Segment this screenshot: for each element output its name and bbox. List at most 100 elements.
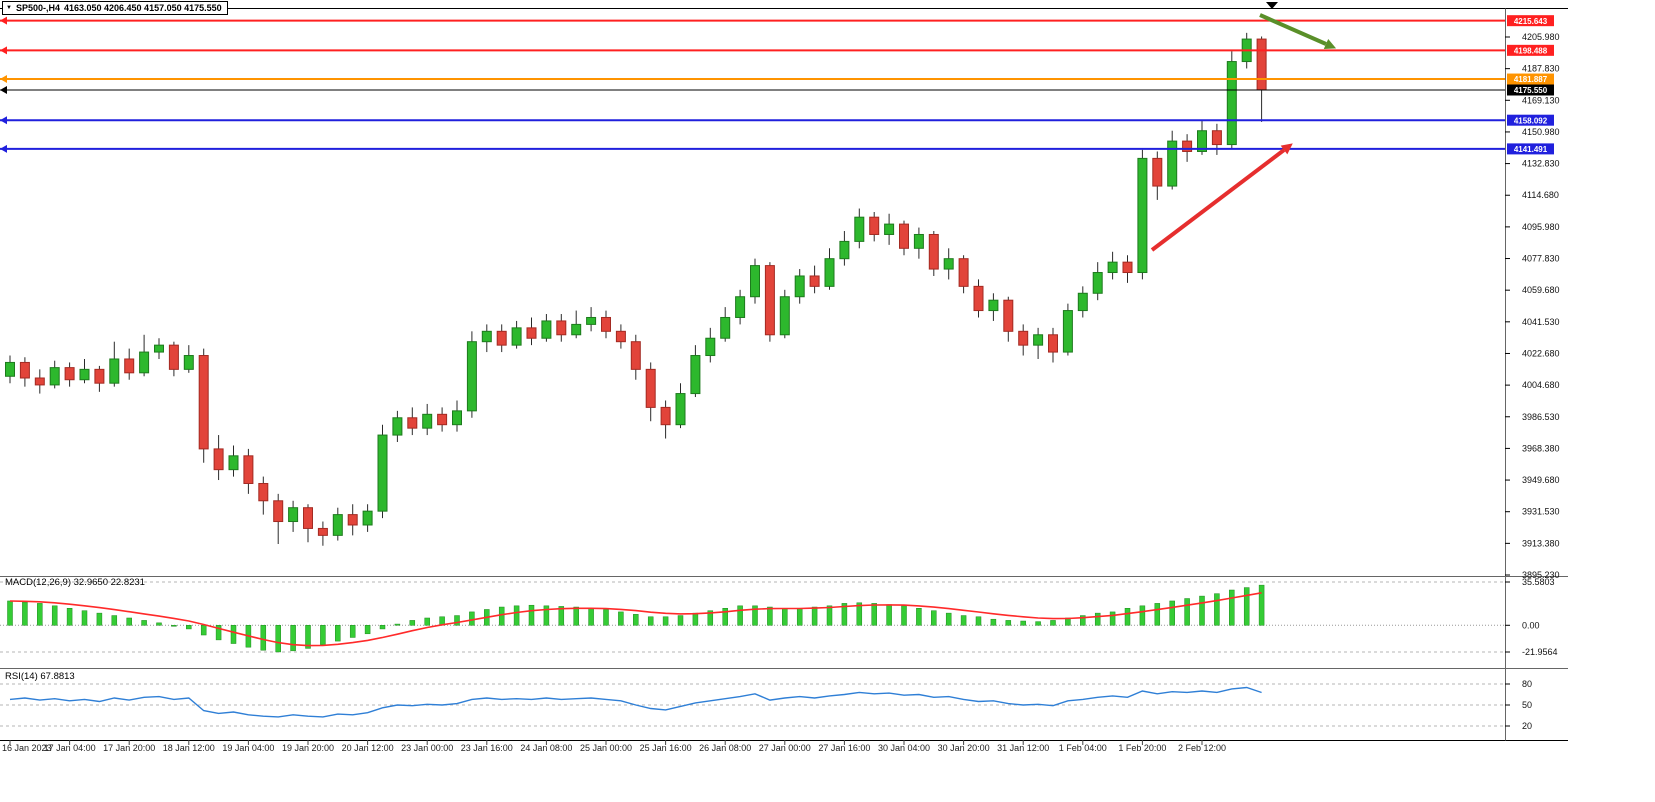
bear-candle xyxy=(1003,299,1014,332)
rsi-axis-label: 20 xyxy=(1522,721,1532,731)
time-axis-label: 30 Jan 04:00 xyxy=(878,743,930,753)
resistance-arrow[interactable] xyxy=(1259,13,1327,46)
price-tag-label: 4175.550 xyxy=(1514,86,1548,95)
price-tag[interactable] xyxy=(1507,73,1554,85)
time-axis-label: 30 Jan 20:00 xyxy=(938,743,990,753)
time-axis-label: 17 Jan 20:00 xyxy=(103,743,155,753)
price-tag[interactable] xyxy=(1507,143,1554,155)
price-tag[interactable] xyxy=(1507,15,1554,27)
bull-candle xyxy=(5,361,15,377)
bear-candle xyxy=(660,406,671,426)
bear-candle xyxy=(973,285,984,312)
macd-histogram-bar xyxy=(901,605,907,626)
top-marker[interactable] xyxy=(1266,2,1278,9)
bull-candle xyxy=(720,316,731,339)
macd-histogram-bar xyxy=(931,610,937,626)
bull-candle xyxy=(854,216,865,242)
bull-candle xyxy=(1033,334,1044,346)
macd-histogram-bar xyxy=(349,625,356,638)
bear-candle xyxy=(213,448,224,471)
macd-histogram-bar xyxy=(752,605,758,626)
bull-candle xyxy=(154,344,164,353)
price-tag[interactable] xyxy=(1507,84,1554,96)
bull-candle xyxy=(1092,272,1103,294)
bull-candle xyxy=(705,337,716,357)
time-axis-label: 1 Feb 04:00 xyxy=(1059,743,1107,753)
bear-candle xyxy=(526,327,537,339)
macd-histogram-bar xyxy=(945,612,952,626)
bull-candle xyxy=(79,368,90,381)
macd-histogram-bar xyxy=(230,625,237,644)
price-axis-label: 4077.830 xyxy=(1522,254,1560,264)
macd-histogram-bar xyxy=(1020,620,1026,626)
macd-axis-label: -21.9564 xyxy=(1522,647,1558,657)
macd-histogram-bar xyxy=(364,625,371,635)
macd-histogram-bar xyxy=(171,625,177,627)
chart-title-ohlc: 4163.050 4206.450 4157.050 4175.550 xyxy=(63,3,222,13)
symbol-dropdown-icon[interactable]: ▼ xyxy=(6,5,12,11)
bull-candle xyxy=(943,258,954,270)
bull-candle xyxy=(1077,292,1088,312)
bear-candle xyxy=(764,265,775,336)
macd-histogram-bar xyxy=(737,605,743,626)
price-tag[interactable] xyxy=(1507,44,1554,56)
price-tag-label: 4141.491 xyxy=(1514,145,1548,154)
macd-histogram-bar xyxy=(215,625,222,641)
bull-candle xyxy=(377,434,388,512)
bear-candle xyxy=(1018,330,1029,346)
bear-candle xyxy=(243,455,254,484)
resistance-arrow-head xyxy=(1323,38,1337,50)
bear-candle xyxy=(645,368,656,408)
bear-candle xyxy=(19,361,30,379)
macd-histogram-bar xyxy=(513,605,520,626)
time-axis-label: 20 Jan 12:00 xyxy=(342,743,394,753)
macd-histogram-bar xyxy=(141,620,147,626)
macd-histogram-bar xyxy=(1169,600,1175,626)
macd-histogram-bar xyxy=(469,611,475,626)
macd-histogram-bar xyxy=(126,617,132,626)
macd-histogram-bar xyxy=(826,605,833,626)
macd-histogram-bar xyxy=(975,616,982,626)
time-axis-label: 27 Jan 00:00 xyxy=(759,743,811,753)
macd-histogram-bar xyxy=(335,625,341,642)
bear-candle xyxy=(1182,140,1193,152)
bull-candle xyxy=(1107,261,1118,274)
bull-candle xyxy=(183,355,194,370)
bull-candle xyxy=(49,367,60,386)
macd-histogram-bar xyxy=(1124,608,1131,626)
bear-candle xyxy=(869,216,880,235)
rsi-axis-label: 50 xyxy=(1522,700,1532,710)
bull-candle xyxy=(913,233,924,249)
bear-candle xyxy=(1152,157,1163,187)
support-arrow[interactable] xyxy=(1150,148,1286,252)
bear-candle xyxy=(258,482,269,502)
price-tag[interactable] xyxy=(1507,114,1554,126)
macd-axis-label: 35.5803 xyxy=(1522,577,1555,587)
bull-candle xyxy=(1167,140,1178,187)
price-axis-label: 3913.380 xyxy=(1522,538,1560,548)
bull-candle xyxy=(586,316,597,325)
macd-histogram-bar xyxy=(275,625,281,653)
macd-histogram-bar xyxy=(1080,615,1086,626)
bear-candle xyxy=(1122,261,1133,274)
macd-histogram-bar xyxy=(1184,598,1190,626)
macd-histogram-bar xyxy=(1094,612,1101,626)
level-left-marker xyxy=(0,116,7,125)
time-axis-label: 18 Jan 12:00 xyxy=(163,743,215,753)
bear-candle xyxy=(556,320,567,336)
level-left-marker xyxy=(0,144,7,153)
macd-histogram-bar xyxy=(916,608,922,626)
macd-histogram-bar xyxy=(603,609,609,626)
time-axis-label: 23 Jan 00:00 xyxy=(401,743,453,753)
macd-histogram-bar xyxy=(692,612,699,626)
time-axis-label: 19 Jan 04:00 xyxy=(222,743,274,753)
macd-histogram-bar xyxy=(871,603,877,626)
macd-histogram-bar xyxy=(647,616,654,626)
macd-histogram-bar xyxy=(424,617,430,626)
macd-histogram-bar xyxy=(260,625,267,651)
bull-candle xyxy=(675,393,686,426)
price-axis-label: 4041.530 xyxy=(1522,317,1560,327)
macd-histogram-bar xyxy=(498,606,505,626)
